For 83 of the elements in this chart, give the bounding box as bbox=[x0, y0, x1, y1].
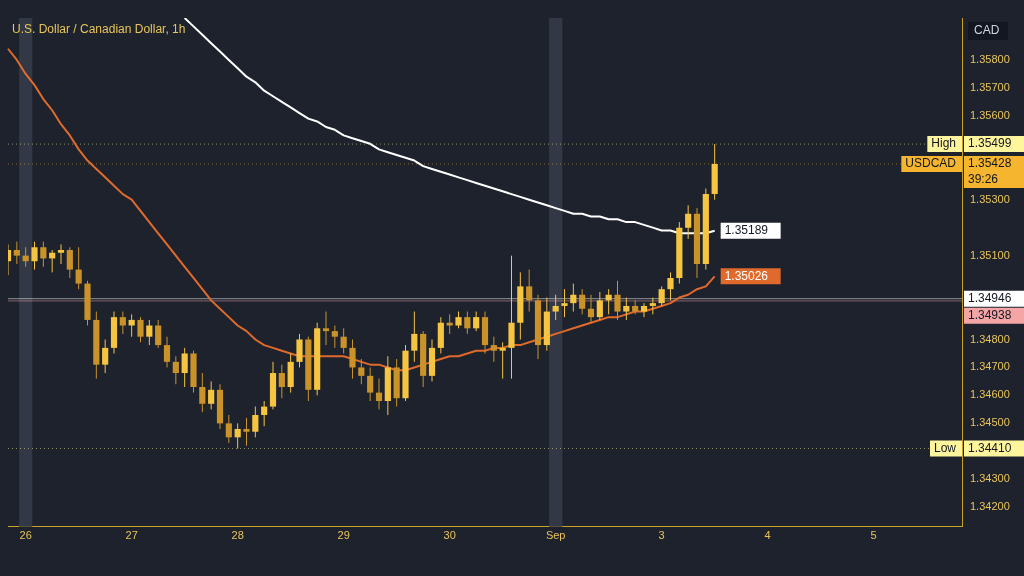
ref-line-label: High bbox=[931, 136, 957, 151]
candlestick bbox=[40, 241, 47, 268]
data-label: 1.35189 bbox=[724, 223, 769, 238]
x-tick-label: 26 bbox=[19, 529, 32, 542]
y-tick-label: 1.35499 bbox=[968, 136, 1012, 151]
candlestick bbox=[234, 422, 241, 450]
candlestick bbox=[278, 364, 285, 399]
candlestick bbox=[579, 288, 586, 315]
ref-line-label: Low bbox=[933, 440, 957, 455]
candlestick bbox=[464, 311, 471, 335]
candlestick bbox=[102, 339, 109, 374]
candlestick bbox=[340, 327, 347, 354]
candlestick bbox=[561, 288, 568, 318]
candlestick bbox=[331, 325, 338, 349]
candlestick bbox=[57, 243, 65, 265]
y-tick-label: 1.34410 bbox=[968, 440, 1012, 455]
candlestick bbox=[473, 311, 480, 332]
data-label: 1.35026 bbox=[724, 268, 769, 283]
candlestick bbox=[119, 311, 126, 335]
candlestick bbox=[225, 414, 232, 444]
candlestick bbox=[322, 311, 330, 346]
ref-line-label: 1.34946 bbox=[968, 290, 1012, 305]
candlestick bbox=[199, 372, 206, 413]
candlestick bbox=[367, 366, 374, 402]
x-tick-label: 4 bbox=[764, 529, 771, 542]
candlestick bbox=[596, 291, 603, 321]
candlestick bbox=[640, 302, 648, 318]
candlestick bbox=[137, 316, 144, 343]
ref-line-label: 1.34938 bbox=[968, 307, 1012, 322]
candlestick bbox=[375, 378, 383, 410]
candlestick bbox=[172, 355, 179, 385]
candlestick bbox=[163, 336, 171, 368]
candlestick bbox=[587, 294, 595, 324]
candlestick bbox=[490, 336, 497, 363]
x-tick-label: 29 bbox=[337, 529, 350, 542]
y-tick-label: 1.35600 bbox=[970, 108, 1010, 121]
y-axis-title: CAD bbox=[974, 23, 1000, 38]
candlestick bbox=[146, 319, 153, 346]
x-tick-label: Sep bbox=[545, 529, 566, 542]
candlestick bbox=[667, 271, 674, 301]
text: 39:26 bbox=[968, 172, 999, 187]
candlestick bbox=[349, 339, 356, 380]
candlestick bbox=[261, 400, 268, 427]
candlestick bbox=[552, 294, 559, 321]
candlestick bbox=[128, 313, 135, 338]
candlestick bbox=[252, 406, 259, 438]
candlestick bbox=[526, 269, 533, 313]
candlestick bbox=[358, 358, 365, 385]
candlestick bbox=[181, 347, 188, 388]
candlestick bbox=[499, 341, 506, 380]
x-tick-label: 30 bbox=[443, 529, 456, 542]
candlestick bbox=[658, 285, 665, 307]
chart-title: U.S. Dollar / Canadian Dollar, 1h bbox=[12, 22, 186, 37]
y-tick-label: 1.35300 bbox=[970, 192, 1010, 205]
ref-line-label: USDCAD bbox=[905, 156, 957, 171]
candlestick bbox=[446, 313, 453, 335]
y-tick-label: 1.34500 bbox=[970, 416, 1010, 429]
candlestick bbox=[208, 380, 215, 410]
y-tick-label: 1.34700 bbox=[970, 360, 1010, 373]
x-tick-label: 3 bbox=[658, 529, 665, 542]
candlestick bbox=[66, 246, 73, 279]
candlestick bbox=[155, 319, 162, 349]
candlestick bbox=[13, 241, 20, 265]
y-tick-label: 1.34600 bbox=[970, 388, 1010, 401]
candlestick bbox=[614, 280, 621, 321]
candlestick bbox=[411, 311, 418, 363]
candlestick bbox=[75, 246, 82, 290]
x-tick-label: 28 bbox=[231, 529, 244, 542]
candlestick bbox=[685, 204, 692, 240]
candlestick bbox=[243, 417, 250, 447]
y-tick-label: 1.35700 bbox=[970, 80, 1010, 93]
candlestick bbox=[570, 283, 577, 313]
y-tick-label: 1.34300 bbox=[970, 472, 1010, 485]
x-tick-label: 5 bbox=[870, 529, 877, 542]
y-tick-label: 1.34200 bbox=[970, 500, 1010, 513]
x-tick-label: 27 bbox=[125, 529, 138, 542]
candlestick bbox=[31, 241, 38, 271]
candlestick bbox=[296, 333, 303, 368]
y-tick-label: 1.35428 bbox=[968, 156, 1012, 171]
candlestick bbox=[623, 297, 630, 321]
y-tick-label: 1.34800 bbox=[970, 332, 1010, 345]
y-tick-label: 1.35100 bbox=[970, 248, 1010, 261]
y-tick-label: 1.35800 bbox=[970, 52, 1010, 65]
